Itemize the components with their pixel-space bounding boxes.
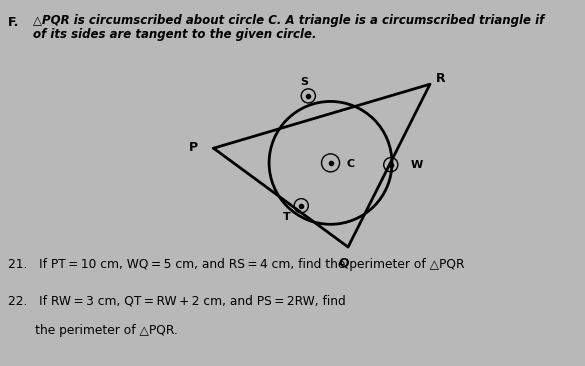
- Text: C: C: [346, 159, 355, 169]
- Text: S: S: [300, 77, 308, 87]
- Text: 21.   If PT = 10 cm, WQ = 5 cm, and RS = 4 cm, find the perimeter of △PQR: 21. If PT = 10 cm, WQ = 5 cm, and RS = 4…: [8, 258, 464, 271]
- Text: T: T: [283, 212, 291, 222]
- Text: F.: F.: [8, 16, 19, 29]
- Text: the perimeter of △PQR.: the perimeter of △PQR.: [8, 324, 178, 337]
- Text: 22.   If RW = 3 cm, QT = RW + 2 cm, and PS = 2RW, find: 22. If RW = 3 cm, QT = RW + 2 cm, and PS…: [8, 294, 346, 307]
- Text: △PQR is circumscribed about circle C. A triangle is a circumscribed triangle if: △PQR is circumscribed about circle C. A …: [33, 14, 544, 27]
- Text: Q: Q: [339, 256, 349, 269]
- Text: W: W: [411, 160, 423, 171]
- Text: P: P: [188, 141, 198, 154]
- Text: of its sides are tangent to the given circle.: of its sides are tangent to the given ci…: [33, 28, 316, 41]
- Text: R: R: [436, 72, 445, 85]
